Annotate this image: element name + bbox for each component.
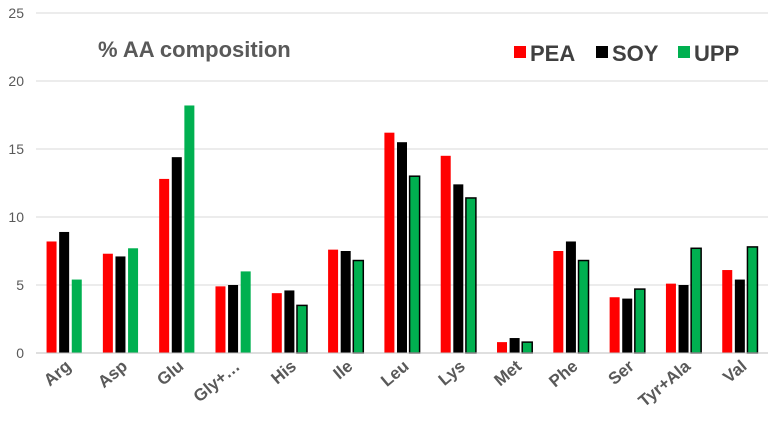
y-tick-label: 20	[8, 73, 24, 89]
x-tick-label: Ile	[330, 357, 357, 384]
bars	[46, 105, 759, 354]
bar-upp-12	[746, 246, 759, 354]
x-axis-labels: Arg Asp Glu Gly+… His Ile Leu Lys Met Phe SerTyr+A…	[40, 356, 750, 410]
legend: PEA SOY UPP	[514, 41, 739, 66]
y-tick-label: 15	[8, 141, 24, 157]
legend-label-pea: PEA	[530, 41, 575, 66]
x-tick-label: Ser	[605, 356, 639, 388]
bar-upp-10	[634, 288, 646, 354]
legend-swatch-soy	[596, 46, 608, 58]
x-tick-label: Phe	[545, 357, 581, 392]
x-tick-label: Asp	[94, 357, 131, 392]
bar-soy-3	[228, 285, 239, 353]
bar-soy-10	[622, 298, 633, 353]
legend-label-soy: SOY	[612, 41, 659, 66]
x-tick-label: Leu	[377, 357, 412, 391]
bar-soy-2	[171, 157, 182, 353]
y-tick-label: 5	[16, 277, 24, 293]
bar-upp-11	[690, 247, 702, 354]
bar-pea-2	[159, 178, 170, 353]
bar-upp-2	[184, 105, 195, 353]
bar-pea-0	[46, 241, 57, 353]
x-tick-label: Tyr+Ala	[635, 356, 695, 410]
y-tick-label: 10	[8, 209, 24, 225]
bar-soy-8	[509, 338, 520, 353]
bar-soy-5	[340, 251, 351, 353]
legend-label-upp: UPP	[694, 41, 739, 66]
bar-soy-7	[453, 184, 464, 353]
x-tick-label: Val	[719, 357, 750, 387]
bar-pea-11	[665, 283, 676, 353]
legend-swatch-upp	[678, 46, 690, 58]
bar-soy-11	[678, 285, 689, 353]
bar-soy-6	[397, 142, 407, 353]
y-tick-label: 0	[16, 345, 24, 361]
bar-pea-9	[553, 251, 564, 353]
bar-pea-7	[440, 155, 451, 353]
bar-pea-12	[722, 270, 733, 353]
chart-title: % AA composition	[98, 37, 291, 62]
bar-upp-8	[521, 341, 533, 354]
bar-upp-1	[128, 248, 139, 353]
y-axis-ticks: 0 5 10 15 20 25	[8, 5, 24, 361]
bar-pea-3	[215, 286, 226, 353]
x-tick-label: Gly+…	[190, 357, 244, 406]
bar-pea-1	[102, 253, 113, 353]
bar-pea-10	[609, 297, 620, 353]
bar-pea-4	[271, 293, 282, 353]
bar-soy-0	[59, 231, 70, 353]
bar-soy-9	[565, 241, 576, 353]
x-tick-label: Met	[491, 356, 526, 390]
x-tick-label: Lys	[435, 357, 469, 390]
bar-upp-4	[296, 304, 308, 354]
x-tick-label: Arg	[40, 357, 75, 390]
bar-upp-5	[352, 259, 365, 354]
x-tick-label: Glu	[153, 357, 187, 390]
bar-upp-0	[71, 279, 82, 353]
y-tick-label: 25	[8, 5, 24, 21]
bar-soy-4	[284, 290, 295, 353]
bar-soy-1	[115, 256, 126, 353]
x-tick-label: His	[267, 357, 299, 389]
legend-swatch-pea	[514, 46, 526, 58]
bar-pea-8	[497, 342, 508, 353]
bar-pea-5	[328, 249, 339, 353]
bar-upp-6	[408, 175, 421, 354]
bar-upp-7	[465, 197, 477, 354]
bar-upp-3	[240, 271, 251, 353]
bar-upp-9	[577, 259, 590, 354]
bar-pea-6	[384, 132, 395, 353]
bar-soy-12	[734, 279, 745, 353]
